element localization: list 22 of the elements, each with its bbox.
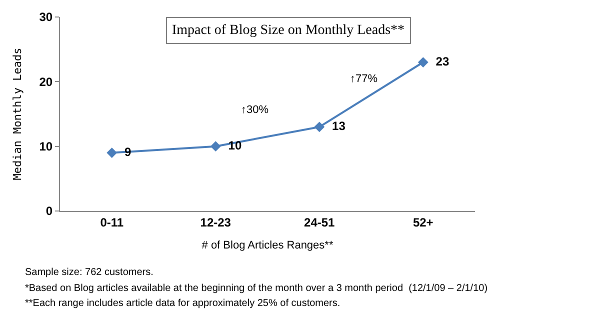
text: Sample size: 762 customers. xyxy=(25,267,154,278)
x-tick-label: 12-23 xyxy=(200,215,232,230)
y-tick-label: 0 xyxy=(46,204,53,218)
y-tick-label: 10 xyxy=(39,140,53,154)
point xyxy=(418,57,428,68)
text: *Based on Blog articles available at the beginning of the month over a 3 month period (12/1/09 – 2/1/10) xyxy=(25,283,488,294)
data-label: 13 xyxy=(325,118,346,133)
data-label: 23 xyxy=(429,54,450,68)
point xyxy=(210,141,221,152)
point xyxy=(106,148,118,158)
x-tick-label: 0-11 xyxy=(100,215,124,230)
text: **Each range includes article data for approximately 25% of customers. xyxy=(25,298,340,309)
y-tick-label: 20 xyxy=(39,74,53,89)
annotation: ↑30% xyxy=(241,104,269,116)
annotation: ↑77% xyxy=(350,73,378,85)
x-axis-title: # of Blog Articles Ranges** xyxy=(202,240,334,252)
x-tick-label: 24-51 xyxy=(304,215,336,230)
chart-title: Impact of Blog Size on Monthly Leads** xyxy=(172,23,405,38)
x-tick-label: 52+ xyxy=(412,215,434,230)
point xyxy=(314,122,325,132)
y-tick-label: 30 xyxy=(39,10,53,24)
y-axis-title: Median Monthly Leads xyxy=(10,48,24,180)
